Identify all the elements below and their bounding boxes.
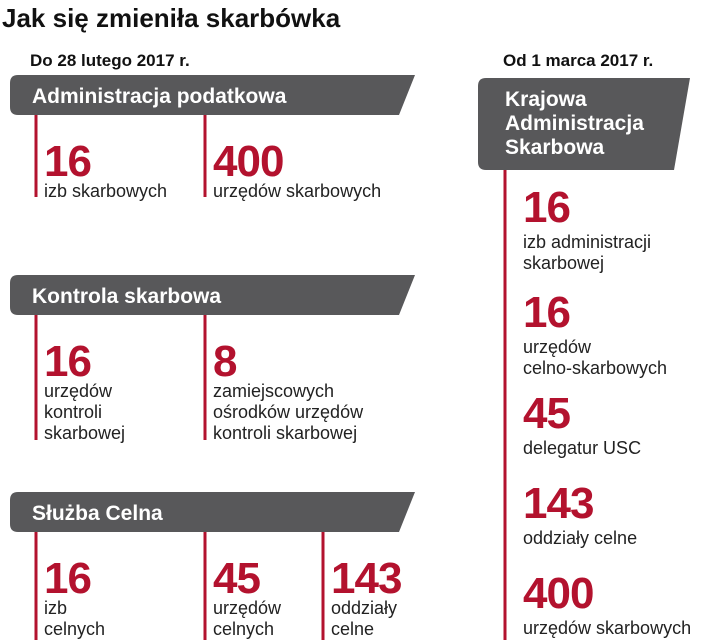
item-label: celnych bbox=[213, 619, 274, 639]
item-label: zamiejscowych bbox=[213, 381, 334, 401]
item-label: oddziały celne bbox=[523, 528, 637, 548]
section-title: Kontrola skarbowa bbox=[32, 285, 221, 308]
section-title: Administracja bbox=[505, 112, 644, 135]
item-number: 45 bbox=[523, 389, 570, 438]
item-label: celno-skarbowych bbox=[523, 358, 667, 378]
item-label: izb administracji bbox=[523, 232, 651, 252]
item-label: celne bbox=[331, 619, 374, 639]
item-label: urzędów bbox=[523, 337, 592, 357]
item-label: izb bbox=[44, 598, 67, 618]
banner bbox=[10, 275, 415, 315]
banner bbox=[10, 492, 415, 532]
item-number: 143 bbox=[523, 479, 593, 528]
date-after: Od 1 marca 2017 r. bbox=[503, 51, 653, 70]
item-number: 16 bbox=[44, 554, 91, 603]
section-title: Krajowa bbox=[505, 88, 587, 111]
item-label: urzędów bbox=[213, 598, 282, 618]
item-label: skarbowej bbox=[523, 253, 604, 273]
item-label: oddziały bbox=[331, 598, 397, 618]
item-number: 45 bbox=[213, 554, 260, 603]
item-label: urzędów skarbowych bbox=[213, 181, 381, 201]
item-label: urzędów bbox=[44, 381, 113, 401]
item-number: 16 bbox=[523, 183, 570, 232]
item-label: urzędów skarbowych bbox=[523, 618, 691, 638]
section-title: Administracja podatkowa bbox=[32, 85, 287, 108]
item-label: kontroli bbox=[44, 402, 102, 422]
section-title: Służba Celna bbox=[32, 502, 163, 525]
item-label: celnych bbox=[44, 619, 105, 639]
item-number: 8 bbox=[213, 337, 237, 386]
item-label: delegatur USC bbox=[523, 438, 641, 458]
item-label: kontroli skarbowej bbox=[213, 423, 357, 443]
page-title: Jak się zmieniła skarbówka bbox=[2, 3, 341, 33]
item-number: 16 bbox=[44, 337, 91, 386]
item-number: 400 bbox=[213, 137, 283, 186]
item-number: 143 bbox=[331, 554, 401, 603]
item-number: 16 bbox=[44, 137, 91, 186]
item-label: ośrodków urzędów bbox=[213, 402, 364, 422]
banner bbox=[478, 78, 690, 170]
section-title: Skarbowa bbox=[505, 136, 605, 159]
date-before: Do 28 lutego 2017 r. bbox=[30, 51, 190, 70]
item-number: 16 bbox=[523, 288, 570, 337]
item-number: 400 bbox=[523, 569, 593, 618]
item-label: izb skarbowych bbox=[44, 181, 167, 201]
item-label: skarbowej bbox=[44, 423, 125, 443]
banner bbox=[10, 75, 415, 115]
